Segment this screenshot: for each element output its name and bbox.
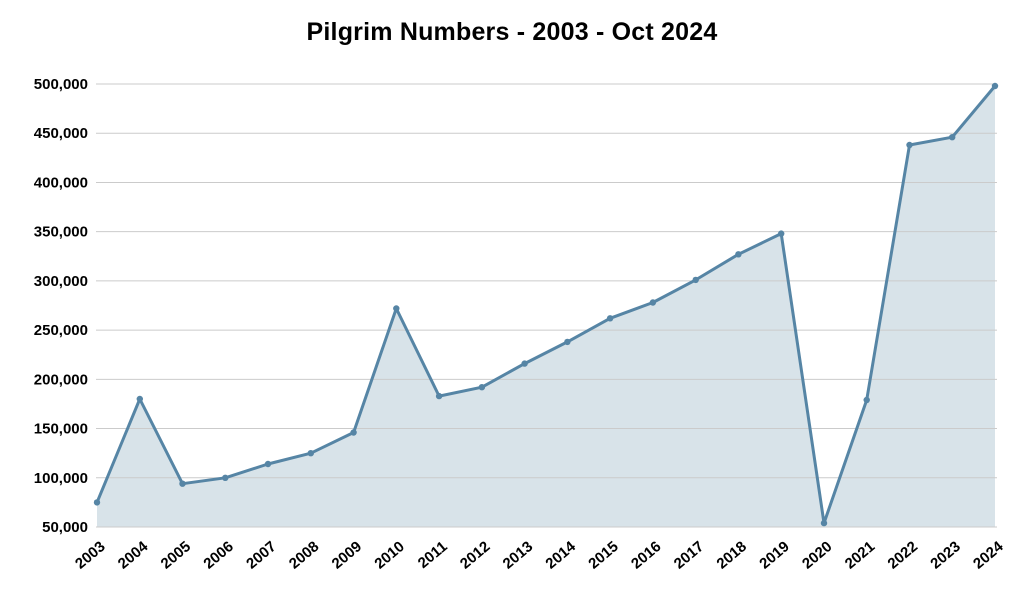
y-tick-label: 100,000 xyxy=(34,470,88,487)
data-point xyxy=(606,315,614,322)
data-point xyxy=(692,276,699,284)
x-tick-label: 2018 xyxy=(714,538,750,572)
x-tick-label: 2016 xyxy=(628,538,664,572)
data-point xyxy=(564,338,571,346)
data-point xyxy=(778,230,785,237)
data-point xyxy=(435,392,443,400)
x-tick-label: 2005 xyxy=(158,538,194,572)
y-tick-label: 50,000 xyxy=(42,519,88,536)
data-point xyxy=(478,384,486,391)
x-tick-label: 2008 xyxy=(286,538,322,572)
y-tick-label: 250,000 xyxy=(34,322,88,339)
data-point xyxy=(264,460,272,468)
data-point xyxy=(991,82,999,90)
data-point xyxy=(93,499,101,506)
x-tick-label: 2013 xyxy=(500,538,536,572)
data-point xyxy=(222,474,229,481)
chart-title: Pilgrim Numbers - 2003 - Oct 2024 xyxy=(306,18,718,46)
x-tick-label: 2019 xyxy=(756,538,792,572)
x-tick-label: 2003 xyxy=(72,538,108,572)
data-point xyxy=(906,141,913,149)
y-tick-label: 150,000 xyxy=(34,421,88,438)
x-tick-label: 2014 xyxy=(542,538,579,573)
x-tick-label: 2011 xyxy=(415,538,451,572)
x-tick-label: 2004 xyxy=(115,538,152,573)
x-tick-label: 2024 xyxy=(970,538,1007,573)
data-point xyxy=(649,299,657,306)
data-point xyxy=(393,305,400,312)
x-tick-label: 2006 xyxy=(200,538,236,572)
x-tick-label: 2007 xyxy=(243,538,279,572)
data-point xyxy=(735,251,742,258)
y-tick-label: 500,000 xyxy=(34,76,88,93)
x-tick-label: 2021 xyxy=(842,538,878,572)
y-tick-label: 300,000 xyxy=(34,273,88,290)
x-tick-label: 2009 xyxy=(329,538,365,572)
data-line xyxy=(95,84,997,525)
x-tick-label: 2020 xyxy=(799,538,835,572)
data-point xyxy=(949,134,956,141)
y-tick-label: 350,000 xyxy=(34,224,88,241)
data-point xyxy=(179,480,186,487)
y-tick-label: 200,000 xyxy=(34,371,88,388)
data-point xyxy=(136,395,143,403)
data-point xyxy=(863,396,870,404)
data-point xyxy=(521,360,528,367)
x-tick-label: 2015 xyxy=(585,538,621,572)
area-fill xyxy=(97,86,995,527)
data-point xyxy=(307,450,314,457)
x-tick-label: 2022 xyxy=(885,538,921,572)
x-tick-label: 2023 xyxy=(927,538,963,572)
y-tick-label: 450,000 xyxy=(34,125,88,142)
y-tick-label: 400,000 xyxy=(34,174,88,191)
x-tick-label: 2012 xyxy=(457,538,493,572)
x-tick-label: 2010 xyxy=(371,538,407,572)
data-point xyxy=(350,429,357,436)
x-tick-label: 2017 xyxy=(671,538,707,572)
data-point xyxy=(820,519,828,527)
